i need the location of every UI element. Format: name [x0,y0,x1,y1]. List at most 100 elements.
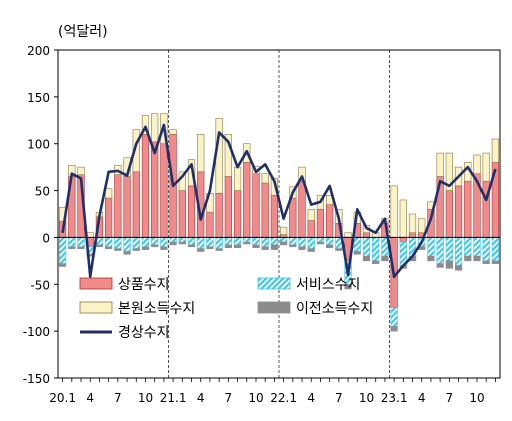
services-bar [123,237,131,252]
x-tick-label: 4 [418,391,426,405]
x-tick-label: 10 [469,391,484,405]
secondary-bar [482,260,490,264]
secondary-bar [454,265,463,271]
primary-bar [261,173,269,184]
primary-bar [187,159,196,187]
services-bar [362,237,371,257]
services-bar [187,237,196,246]
primary-bar [473,154,481,175]
legend-label-current: 경상수지 [118,325,170,341]
x-tick-label: 4 [86,391,94,405]
y-axis: -150 -100 -50 0 50 100 150 200 [23,44,58,386]
services-bar [178,237,186,243]
services-bar [224,237,232,246]
primary-bar [141,115,150,135]
services-bar [68,237,76,248]
goods-bar [298,180,306,238]
secondary-bar [464,255,472,262]
goods-bar [243,162,251,238]
services-bar [141,237,150,248]
legend-swatch-primary [79,301,113,314]
secondary-bar [187,244,196,248]
secondary-bar [353,251,361,255]
x-tick-label: 4 [307,391,315,405]
services-bar [464,237,472,257]
x-tick-label: 10 [138,391,153,405]
services-bar [390,307,398,327]
services-bar [206,237,214,248]
y-tick-label: -100 [23,325,50,339]
primary-bar [233,166,242,191]
services-bar [353,237,361,252]
primary-bar [408,213,417,234]
services-bar [372,237,380,262]
goods-bar [224,176,232,238]
legend-swatch-goods [79,277,113,290]
secondary-bar [197,248,205,252]
secondary-bar [95,244,104,248]
y-tick-label: -150 [23,372,50,386]
services-bar [289,237,297,246]
primary-bar [77,166,85,175]
secondary-bar [178,241,186,245]
x-tick-label: 7 [225,391,233,405]
legend-swatch-secondary [257,301,291,314]
x-tick-label: 20.1 [49,391,76,405]
unit-label: (억달러) [58,24,108,40]
plot-border [57,49,501,379]
services-bar [445,237,453,262]
x-tick-label: 7 [446,391,454,405]
services-bar [197,237,205,249]
goods-bar [307,220,315,238]
goods-bar [408,232,417,238]
services-bar [326,237,334,246]
services-bar [261,237,269,248]
primary-bar [215,118,223,194]
secondary-bar [390,326,398,332]
primary-bar [279,226,288,235]
secondary-bar [362,255,371,262]
goods-bar [105,197,113,238]
goods-bar [141,134,150,238]
x-tick-label: 4 [197,391,205,405]
services-bar [169,237,177,243]
y-tick-label: 150 [27,91,50,105]
services-bar [454,237,463,266]
primary-bar [344,232,352,238]
secondary-bar [105,246,113,249]
secondary-bar [252,244,260,249]
current-account-line [61,123,497,279]
x-tick-label: 10 [248,391,263,405]
services-bar [316,237,325,243]
secondary-bar [233,244,242,249]
goods-bar [270,194,279,238]
secondary-bar [289,244,297,248]
primary-bar [151,113,159,143]
secondary-bar [141,246,150,250]
primary-bar [270,178,279,196]
x-tick-label: 21.1 [160,391,187,405]
x-tick-label: 7 [335,391,343,405]
primary-bar [418,218,426,234]
secondary-bar [316,241,325,245]
services-bar [307,237,315,249]
primary-bar [482,152,490,182]
services-bar [473,237,481,257]
secondary-bar [381,255,389,262]
secondary-bar [123,251,131,255]
plot-frame [57,49,501,379]
services-bar [491,237,500,262]
primary-bar [491,138,500,163]
primary-bar [399,199,407,238]
y-tick-label: 0 [42,231,50,245]
services-bar [215,237,223,249]
y-tick-label: 100 [27,138,50,152]
secondary-bar [77,246,85,249]
goods-bar [206,211,214,238]
primary-bar [390,185,398,238]
goods-bar [123,176,131,238]
services-bar [436,237,444,264]
goods-bar [233,190,242,238]
legend-label-secondary: 이전소득수지 [296,301,373,317]
